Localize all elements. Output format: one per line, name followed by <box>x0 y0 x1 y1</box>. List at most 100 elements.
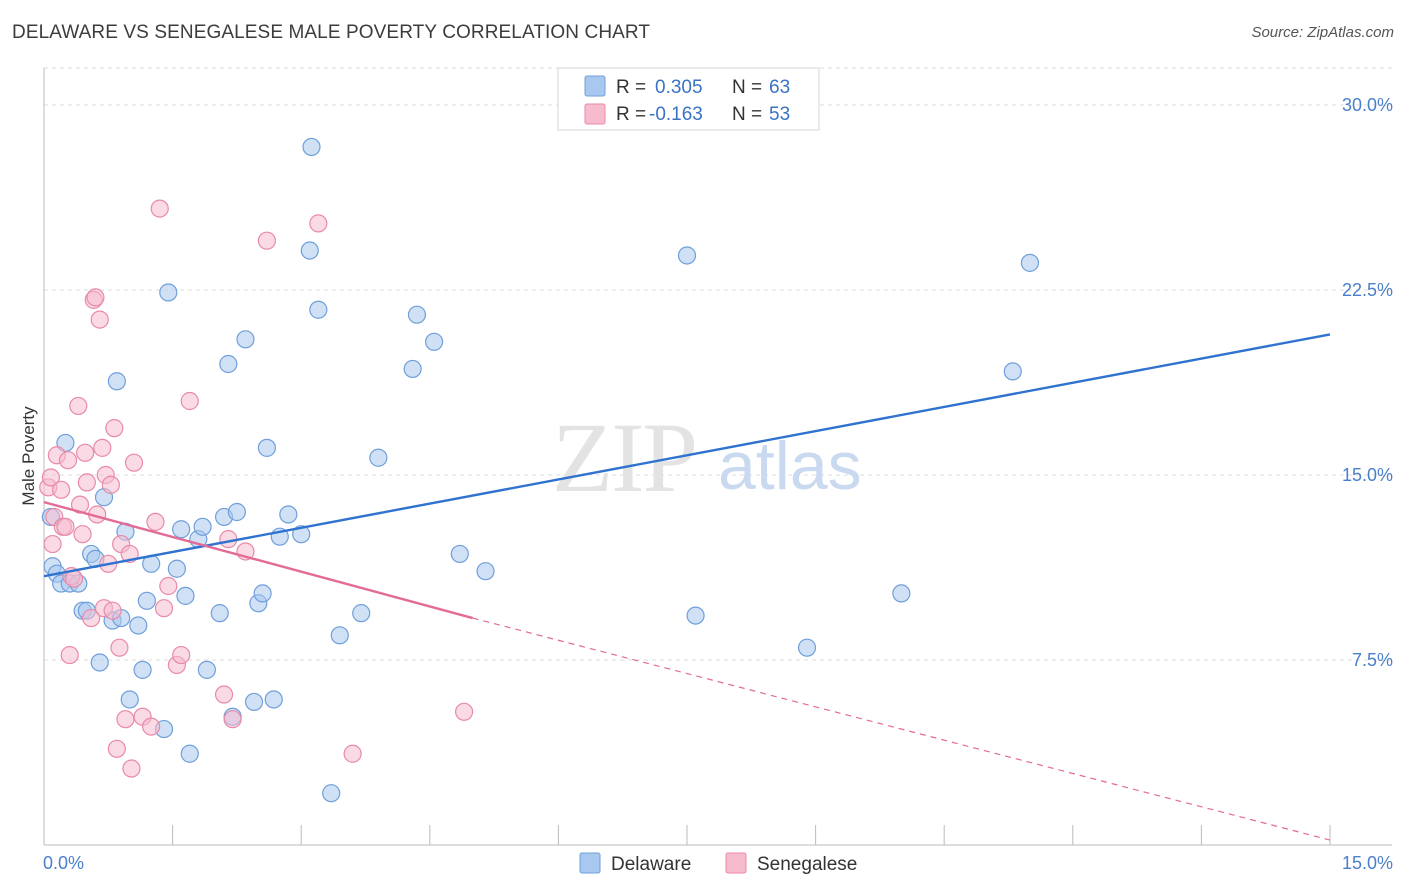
senegalese-point <box>219 530 238 549</box>
delaware-trend-line <box>43 333 1331 578</box>
delaware-point <box>236 330 255 349</box>
senegalese-trend-extension <box>472 617 1331 841</box>
legend-swatch-senegalese <box>584 103 606 125</box>
senegalese-point <box>86 288 105 307</box>
trend-layer <box>43 333 1331 841</box>
senegalese-point <box>93 438 112 457</box>
legend-n-value-delaware: 63 <box>769 77 790 98</box>
bottom-legend-label-senegalese: Senegalese <box>757 854 857 875</box>
delaware-point <box>292 525 311 544</box>
legend-swatch-delaware <box>584 75 606 97</box>
delaware-point <box>180 744 199 763</box>
senegalese-point <box>58 451 78 470</box>
delaware-point <box>302 137 321 157</box>
delaware-point <box>322 784 341 803</box>
chart-title: DELAWARE VS SENEGALESE MALE POVERTY CORR… <box>12 22 651 43</box>
senegalese-point <box>103 601 122 620</box>
tick-layer: 7.5% 15.0% 22.5% 30.0% 0.0% 15.0% <box>43 95 1393 873</box>
delaware-point <box>129 616 148 635</box>
senegalese-point <box>223 710 242 729</box>
senegalese-point <box>343 744 362 763</box>
delaware-point <box>176 586 195 605</box>
delaware-point <box>450 544 469 564</box>
delaware-point <box>107 372 126 391</box>
delaware-point <box>352 604 371 623</box>
delaware-point <box>120 690 139 709</box>
delaware-point <box>369 448 388 467</box>
delaware-point <box>133 660 152 679</box>
senegalese-point <box>69 396 88 416</box>
bottom-legend-swatch-senegalese <box>725 852 747 874</box>
senegalese-point <box>180 391 199 411</box>
delaware-point <box>279 505 298 524</box>
senegalese-point <box>105 419 124 438</box>
delaware-point <box>253 584 272 603</box>
legend-n-label-delaware: N = <box>732 77 762 98</box>
legend-r-value-senegalese: -0.163 <box>649 104 703 125</box>
delaware-point <box>159 283 178 302</box>
grid-layer <box>44 67 1392 661</box>
delaware-point <box>172 520 191 539</box>
delaware-point <box>197 660 216 679</box>
y-tick-label: 22.5% <box>1342 280 1393 300</box>
senegalese-point <box>56 517 75 536</box>
delaware-point <box>264 690 283 709</box>
watermark-atlas: atlas <box>718 428 862 504</box>
senegalese-point <box>257 231 277 250</box>
watermark: ZIP atlas <box>552 402 862 513</box>
y-tick-label: 7.5% <box>1352 650 1393 670</box>
y-tick-label: 30.0% <box>1342 95 1393 115</box>
senegalese-point <box>172 645 191 665</box>
y-tick-label: 15.0% <box>1342 465 1393 485</box>
bottom-legend: Delaware Senegalese <box>579 852 857 875</box>
delaware-point <box>244 692 264 712</box>
senegalese-point <box>52 480 71 499</box>
senegalese-point <box>41 468 60 487</box>
delaware-point <box>686 606 705 625</box>
delaware-point <box>403 359 422 379</box>
delaware-point <box>219 354 238 374</box>
x-tick-label: 0.0% <box>43 853 84 873</box>
senegalese-point <box>142 717 161 736</box>
senegalese-point <box>101 475 120 494</box>
y-axis-title: Male Poverty <box>19 406 38 506</box>
senegalese-point <box>214 685 234 704</box>
senegalese-point <box>159 576 178 596</box>
senegalese-point <box>107 739 126 758</box>
senegalese-point <box>146 512 165 531</box>
delaware-point <box>476 562 495 581</box>
points-layer <box>39 137 1040 803</box>
bottom-legend-swatch-delaware <box>579 852 601 874</box>
legend-r-label-senegalese: R = <box>616 104 646 125</box>
delaware-point <box>90 653 109 672</box>
senegalese-point <box>122 759 141 778</box>
delaware-point <box>210 604 229 623</box>
bottom-legend-label-delaware: Delaware <box>611 854 691 875</box>
delaware-point <box>1003 362 1022 381</box>
senegalese-point <box>90 310 109 329</box>
senegalese-point <box>73 525 92 544</box>
delaware-point <box>797 638 817 657</box>
senegalese-point <box>309 214 328 233</box>
delaware-point <box>257 438 277 457</box>
delaware-point <box>424 332 444 351</box>
delaware-point <box>330 626 349 645</box>
senegalese-point <box>124 453 144 472</box>
chart-source: Source: ZipAtlas.com <box>1251 24 1394 41</box>
delaware-point <box>56 433 75 453</box>
delaware-point <box>193 517 212 536</box>
senegalese-point <box>154 599 174 618</box>
senegalese-point <box>116 710 135 729</box>
legend-n-value-senegalese: 53 <box>769 104 790 125</box>
legend-box: R = 0.305 N = 63 R = -0.163 N = 53 <box>557 67 820 131</box>
delaware-point <box>167 559 186 578</box>
axis-layer <box>43 68 1392 846</box>
delaware-point <box>137 591 156 610</box>
senegalese-point <box>82 608 101 628</box>
delaware-point <box>309 300 328 319</box>
senegalese-point <box>77 473 96 492</box>
senegalese-point <box>454 702 474 721</box>
delaware-point <box>227 502 246 522</box>
x-tick-label: 15.0% <box>1342 853 1393 873</box>
